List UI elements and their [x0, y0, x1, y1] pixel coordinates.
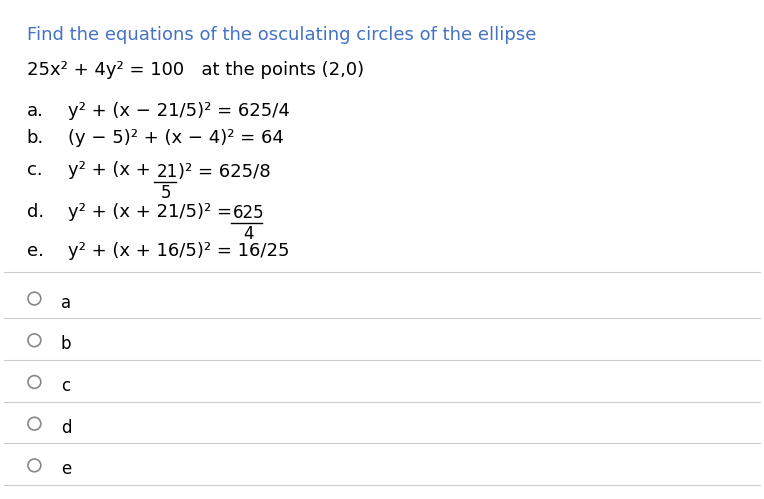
Text: 25x² + 4y² = 100   at the points (2,0): 25x² + 4y² = 100 at the points (2,0) [27, 60, 364, 79]
Text: y² + (x + 16/5)² = 16/25: y² + (x + 16/5)² = 16/25 [69, 242, 290, 260]
Text: e: e [61, 461, 71, 479]
Text: 625: 625 [233, 205, 265, 223]
Text: Find the equations of the osculating circles of the ellipse: Find the equations of the osculating cir… [27, 26, 536, 44]
Text: b.: b. [27, 129, 44, 147]
Text: c.: c. [27, 161, 43, 179]
Text: d: d [61, 419, 71, 437]
Text: e.: e. [27, 242, 44, 260]
Text: y² + (x + 21/5)² =: y² + (x + 21/5)² = [69, 203, 238, 221]
Text: 5: 5 [160, 184, 171, 202]
Text: y² + (x − 21/5)² = 625/4: y² + (x − 21/5)² = 625/4 [69, 102, 290, 120]
Text: )² = 625/8: )² = 625/8 [178, 163, 270, 181]
Text: d.: d. [27, 203, 44, 221]
Text: (y − 5)² + (x − 4)² = 64: (y − 5)² + (x − 4)² = 64 [69, 129, 284, 147]
Text: b: b [61, 335, 71, 353]
Text: y² + (x +: y² + (x + [69, 161, 157, 179]
Text: c: c [61, 377, 70, 395]
Text: 4: 4 [243, 226, 254, 244]
Text: 21: 21 [157, 163, 178, 181]
Text: a.: a. [27, 102, 44, 120]
Text: a: a [61, 293, 71, 312]
